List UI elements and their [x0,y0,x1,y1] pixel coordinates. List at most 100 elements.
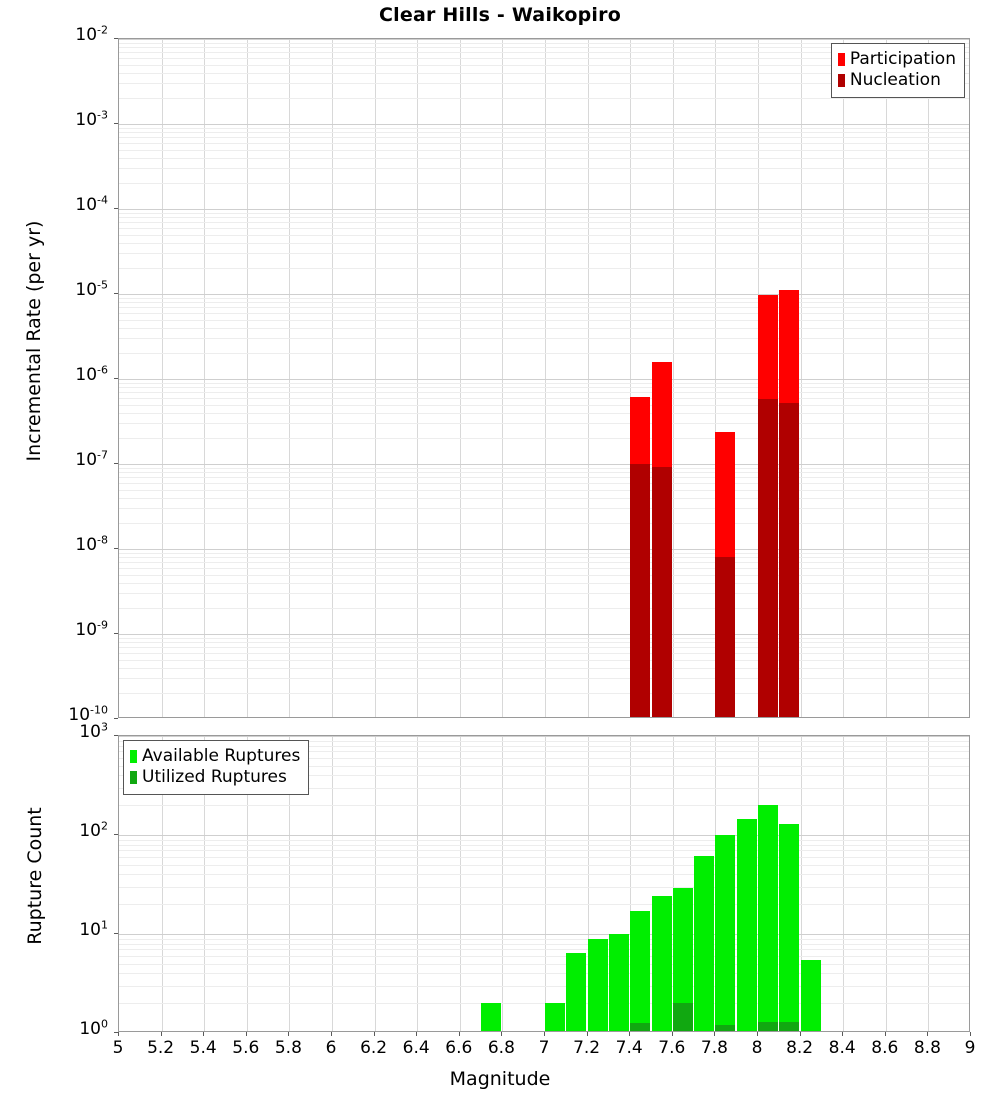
gridline-horizontal-minor [119,839,969,841]
y-tick-mark [114,38,118,39]
gridline-horizontal-minor [119,423,969,425]
gridline-horizontal-minor [119,83,969,85]
y-tick-mark [114,208,118,209]
gridline-horizontal-minor [119,472,969,474]
x-tick-mark [416,1032,418,1036]
gridline-horizontal-minor [119,64,969,66]
bar [672,888,693,1031]
gridline-horizontal-major [119,736,969,737]
gridline-horizontal-major [119,835,969,836]
gridline-horizontal-major [119,39,969,40]
bar-segment-secondary [715,557,736,717]
bar [608,934,629,1031]
gridline-vertical [459,39,461,717]
gridline-horizontal-minor [119,938,969,940]
gridline-horizontal-minor [119,387,969,389]
bar [736,819,757,1031]
gridline-vertical [332,736,333,1031]
gridline-vertical [630,39,632,717]
gridline-horizontal-minor [119,227,969,229]
gridline-horizontal-minor [119,57,969,59]
page-title: Clear Hills - Waikopiro [379,4,621,26]
gridline-horizontal-minor [119,482,969,484]
gridline-horizontal-minor [119,740,969,742]
bar [779,823,800,1031]
gridline-horizontal-minor [119,659,969,661]
x-tick-mark [671,1032,673,1036]
gridline-vertical [587,736,589,1031]
x-tick-mark [544,1032,545,1036]
gridline-horizontal-minor [119,955,969,957]
y-tick-label: 10-5 [75,278,108,300]
gridline-vertical [885,736,887,1031]
bar [651,361,672,717]
utilized-ruptures-swatch-icon [130,771,137,784]
bar [587,938,608,1031]
gridline-horizontal-minor [119,137,969,139]
gridline-horizontal-minor [119,508,969,510]
gridline-horizontal-minor [119,234,969,236]
gridline-horizontal-major [119,634,969,635]
gridline-vertical [885,39,887,717]
gridline-vertical [928,39,930,717]
gridline-horizontal-minor [119,582,969,584]
y-tick-label: 101 [79,918,108,940]
bar-segment-secondary [651,466,672,717]
bar-segment-secondary [779,403,800,717]
gridline-horizontal-major [119,209,969,210]
gridline-horizontal-minor [119,312,969,314]
y-tick-mark [114,834,118,835]
rupture-count-plot: Available Ruptures Utilized Ruptures [118,735,970,1032]
y-tick-mark [114,378,118,379]
gridline-vertical [843,736,845,1031]
y-tick-mark [114,718,118,719]
x-tick-label: 6.4 [402,1038,430,1058]
bar-segment-secondary [672,1003,693,1031]
bar [630,911,651,1031]
x-tick-mark [970,1032,971,1036]
legend-item-utilized-ruptures: Utilized Ruptures [130,767,300,788]
bottom-y-axis-title: Rupture Count [24,807,46,945]
gridline-horizontal-minor [119,52,969,54]
gridline-horizontal-minor [119,856,969,858]
gridline-horizontal-minor [119,949,969,951]
gridline-horizontal-minor [119,353,969,355]
x-tick-label: 5 [112,1038,124,1058]
top-plot-area [119,39,969,717]
gridline-horizontal-minor [119,693,969,695]
x-tick-mark [927,1032,929,1036]
bar [545,1003,566,1031]
gridline-horizontal-major [119,124,969,125]
x-tick-label: 5.8 [274,1038,302,1058]
x-tick-label: 5.2 [147,1038,175,1058]
gridline-vertical [289,39,291,717]
gridline-horizontal-minor [119,327,969,329]
gridline-horizontal-minor [119,775,969,777]
gridline-vertical [502,736,504,1031]
x-tick-mark [629,1032,631,1036]
gridline-horizontal-minor [119,985,969,987]
gridline-horizontal-minor [119,319,969,321]
gridline-horizontal-minor [119,307,969,309]
gridline-horizontal-minor [119,787,969,789]
gridline-horizontal-minor [119,338,969,340]
gridline-vertical [630,736,632,1031]
gridline-horizontal-minor [119,593,969,595]
participation-swatch-icon [837,53,845,66]
gridline-vertical [204,736,206,1031]
gridline-vertical [374,736,376,1031]
bar [758,805,779,1031]
y-tick-mark [114,1032,118,1033]
gridline-horizontal-minor [119,557,969,559]
gridline-horizontal-minor [119,98,969,100]
bar [481,1003,502,1031]
gridline-horizontal-minor [119,72,969,74]
gridline-horizontal-minor [119,1003,969,1005]
x-tick-label: 6.6 [445,1038,473,1058]
gridline-horizontal-minor [119,652,969,654]
gridline-vertical [545,39,546,717]
legend-label-available-ruptures: Available Ruptures [142,746,301,766]
gridline-horizontal-minor [119,963,969,965]
x-tick-label: 7.6 [658,1038,686,1058]
gridline-horizontal-minor [119,297,969,299]
